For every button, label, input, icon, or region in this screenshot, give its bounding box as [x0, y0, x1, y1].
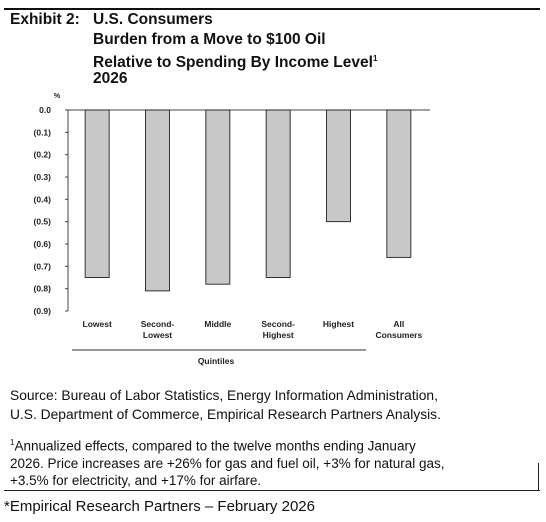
exhibit-label: Exhibit 2:: [10, 11, 80, 28]
category-label: Lowest: [143, 330, 172, 340]
footnote-line-2: 2026. Price increases are +26% for gas a…: [10, 455, 445, 471]
y-tick-label: (0.5): [34, 217, 52, 227]
y-tick-label: (0.4): [34, 194, 52, 204]
title-line-4: 2026: [93, 69, 128, 87]
source-note: Source: Bureau of Labor Statistics, Ener…: [10, 386, 441, 424]
right-rule: [538, 463, 539, 491]
category-label: Lowest: [83, 319, 112, 329]
bar: [84, 109, 110, 278]
title-line-1: U.S. Consumers: [93, 11, 213, 28]
footnote-line-3: +3.5% for electricity, and +17% for airf…: [10, 472, 262, 488]
bar: [386, 109, 412, 258]
bar: [326, 109, 351, 223]
y-unit-label: %: [54, 93, 61, 100]
y-tick-label: (0.2): [34, 150, 52, 160]
category-label: Second-: [261, 319, 295, 329]
bar: [265, 109, 291, 278]
source-line-2: U.S. Department of Commerce, Empirical R…: [10, 407, 441, 422]
footnote: 1Annualized effects, compared to the twe…: [10, 434, 445, 489]
title-line-3-text: Relative to Spending By Income Level: [93, 54, 373, 72]
y-tick-label: (0.9): [34, 306, 52, 316]
source-line-1: Source: Bureau of Labor Statistics, Ener…: [10, 388, 438, 403]
title-superscript: 1: [372, 54, 378, 63]
bar: [145, 109, 170, 292]
y-tick-label: (0.8): [34, 284, 52, 294]
category-label: Highest: [263, 330, 294, 340]
footnote-marker: 1: [10, 438, 15, 447]
title-line-3: Relative to Spending By Income Level1: [93, 49, 377, 73]
credit-line: *Empirical Research Partners – February …: [4, 498, 315, 515]
category-label: All: [393, 319, 404, 329]
category-label: Highest: [323, 319, 354, 329]
group-label: Quintiles: [198, 356, 235, 366]
footnote-line-1: 1Annualized effects, compared to the twe…: [10, 434, 445, 455]
y-tick-label: (0.6): [34, 239, 52, 249]
y-tick-label: (0.1): [34, 127, 52, 137]
category-label: Middle: [204, 319, 231, 329]
top-rule: [4, 8, 540, 10]
y-tick-label: (0.3): [34, 172, 52, 182]
category-label: Second-: [141, 319, 175, 329]
bottom-rule: [4, 490, 540, 491]
bar: [205, 109, 231, 285]
category-label: Consumers: [375, 330, 422, 340]
y-tick-label: 0.0: [39, 105, 51, 115]
y-tick-label: (0.7): [34, 261, 52, 271]
chart-title: Exhibit 2: U.S. Consumers Burden from a …: [10, 10, 377, 87]
title-line-2: Burden from a Move to $100 Oil: [93, 30, 326, 48]
footnote-line-1-text: Annualized effects, compared to the twel…: [14, 438, 416, 454]
